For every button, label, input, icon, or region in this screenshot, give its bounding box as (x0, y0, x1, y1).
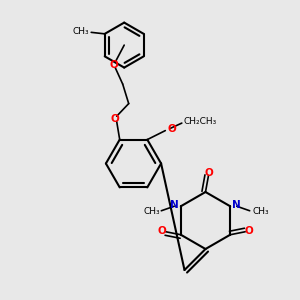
Text: N: N (170, 200, 178, 210)
Text: O: O (244, 226, 253, 236)
Text: N: N (232, 200, 241, 210)
Text: CH₃: CH₃ (253, 207, 269, 216)
Text: O: O (109, 60, 118, 70)
Text: CH₃: CH₃ (144, 207, 160, 216)
Text: O: O (111, 114, 120, 124)
Text: CH₃: CH₃ (72, 27, 89, 36)
Text: O: O (168, 124, 176, 134)
Text: CH₂CH₃: CH₂CH₃ (183, 117, 217, 126)
Text: O: O (205, 167, 214, 178)
Text: O: O (158, 226, 167, 236)
